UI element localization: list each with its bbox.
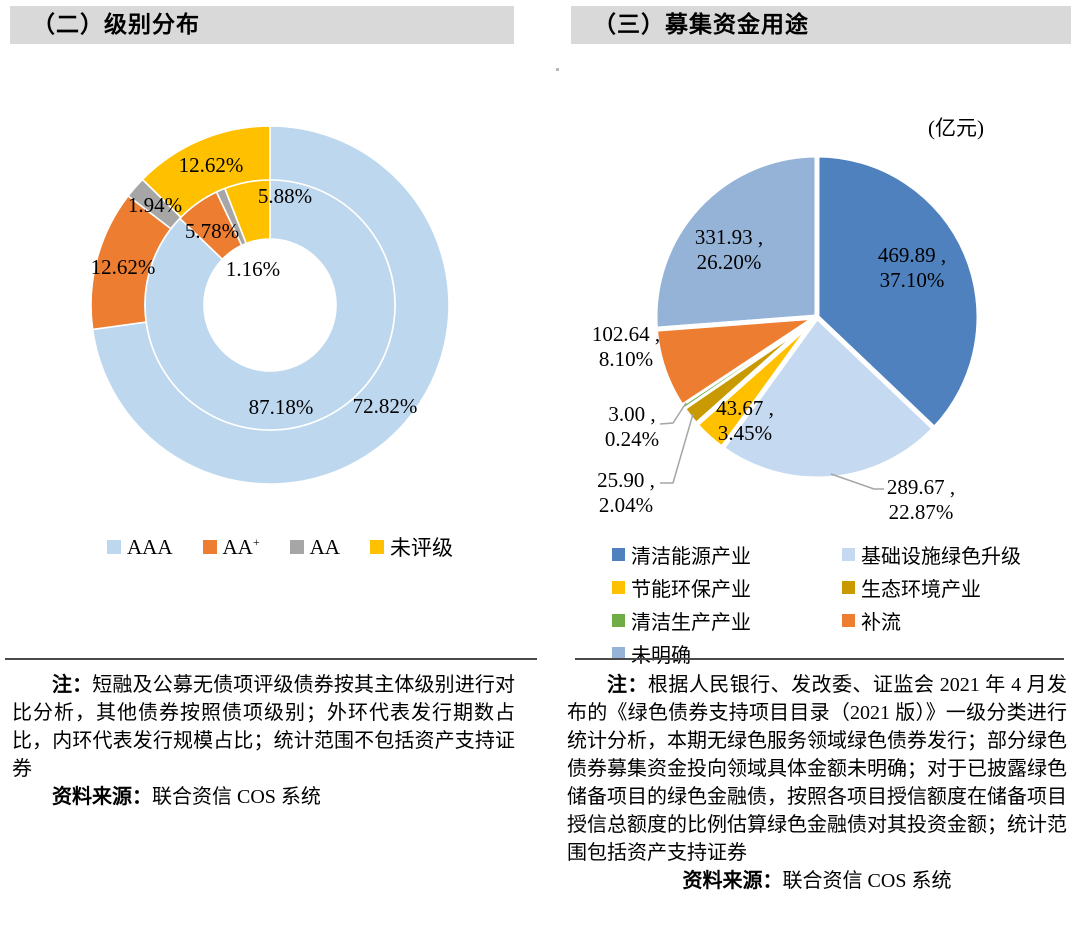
donut-legend: AAA AA+ AA 未评级 [55,532,505,562]
left-source-text: 资料来源：联合资信 COS 系统 [12,783,515,811]
label-leader-line [660,413,694,484]
data-label: 8.10% [599,347,653,371]
data-label: 0.24% [605,427,659,451]
data-label: 22.87% [889,500,954,524]
source-body: 联合资信 COS 系统 [152,786,321,808]
left-note-text: 注：短融及公募无债项评级债券按其主体级别进行对比分析，其他债券按照债项级别；外环… [12,671,515,783]
data-label: 289.67 , [887,475,955,499]
legend-label: 未评级 [389,536,453,560]
legend-swatch [612,581,625,594]
legend-label: 清洁生产产业 [631,612,751,634]
note-body: 短融及公募无债项评级债券按其主体级别进行对比分析，其他债券按照债项级别；外环代表… [12,674,516,780]
source-label: 资料来源： [682,870,783,892]
data-label: 37.10% [880,268,945,292]
data-label: 1.16% [226,257,280,281]
legend-spacer [842,639,1021,668]
legend-swatch [289,540,304,554]
note-body: 根据人民银行、发改委、证监会 2021 年 4 月发布的《绿色债券支持项目目录（… [567,674,1068,864]
right-note-text: 注：根据人民银行、发改委、证监会 2021 年 4 月发布的《绿色债券支持项目目… [567,671,1067,867]
legend-item-节能环保产业: 节能环保产业 [612,573,842,602]
pie-slice-未明确 [652,152,820,332]
legend-label: 节能环保产业 [631,579,751,601]
donut-slice-AAA [144,179,396,431]
section-title-fund-usage: （三）募集资金用途 [571,6,1071,44]
donut-slice-未评级 [224,179,271,245]
label-leader-line [659,402,687,425]
pie-legend: 清洁能源产业 基础设施绿色升级节能环保产业 生态环境产业清洁生产产业 补流未明确 [612,540,1021,668]
data-label: 12.62% [179,153,244,177]
data-label: 25.90 , [597,468,655,492]
legend-item-清洁能源产业: 清洁能源产业 [612,540,842,569]
data-label: 3.00 , [608,402,655,426]
data-label: 469.89 , [878,243,946,267]
note-label: 注： [607,674,648,696]
legend-swatch [842,614,855,627]
legend-item-基础设施绿色升级: 基础设施绿色升级 [842,540,1021,569]
legend-item-生态环境产业: 生态环境产业 [842,573,1021,602]
legend-label: 生态环境产业 [861,579,981,601]
legend-item-AA+: AA+ [202,534,260,560]
source-body: 联合资信 COS 系统 [782,870,952,892]
legend-swatch [612,647,625,660]
unit-label: (亿元) [928,116,984,140]
source-label: 资料来源： [52,786,152,808]
data-label: 12.62% [91,255,156,279]
data-label: 43.67 , [716,396,774,420]
right-source-text: 资料来源：联合资信 COS 系统 [567,867,1067,895]
legend-item-补流: 补流 [842,606,1021,635]
legend-label: AAA [127,534,173,559]
stray-dot-artifact [556,68,559,71]
right-divider [575,658,1064,660]
legend-item-AAA: AAA [107,535,173,560]
legend-label: 基础设施绿色升级 [861,546,1021,568]
legend-swatch [842,581,855,594]
note-label: 注： [52,674,93,696]
legend-swatch [612,614,625,627]
data-label: 5.88% [258,184,312,208]
legend-swatch [369,540,384,554]
legend-label: 清洁能源产业 [631,546,751,568]
left-divider [5,658,537,660]
legend-swatch [107,540,122,554]
section-title-level-distribution: （二）级别分布 [10,6,514,44]
legend-item-未明确: 未明确 [612,639,842,668]
data-label: 3.45% [718,421,772,445]
left-note: 注：短融及公募无债项评级债券按其主体级别进行对比分析，其他债券按照债项级别；外环… [12,671,515,811]
legend-item-清洁生产产业: 清洁生产产业 [612,606,842,635]
legend-item-未评级: 未评级 [369,532,453,562]
data-label: 72.82% [353,394,418,418]
label-leader-line [830,473,884,490]
right-note: 注：根据人民银行、发改委、证监会 2021 年 4 月发布的《绿色债券支持项目目… [567,671,1067,895]
data-label: 87.18% [249,395,314,419]
legend-item-AA: AA [289,534,340,560]
legend-label: AA [309,534,340,559]
legend-swatch [842,548,855,561]
legend-label: 未明确 [631,645,691,667]
legend-label: AA+ [222,534,260,559]
data-label: 1.94% [128,193,182,217]
pie-slice-基础设施绿色升级 [719,314,937,482]
data-label: 102.64 , [592,322,660,346]
legend-swatch [612,548,625,561]
level-distribution-donut-chart: 12.62% 5.88% 1.94%5.78% 12.62% 1.16% 87.18% 72… [90,125,450,485]
data-label: 331.93 , [695,225,763,249]
pie-slice-清洁能源产业 [814,152,982,432]
data-label: 5.78% [185,219,239,243]
data-label: 2.04% [599,493,653,517]
fund-usage-pie-chart: 469.89 ,37.10% 331.93 ,26.20% 102.64 ,8.10… [592,152,982,524]
legend-label: 补流 [861,612,901,634]
data-label: 26.20% [697,250,762,274]
legend-swatch [202,540,217,554]
